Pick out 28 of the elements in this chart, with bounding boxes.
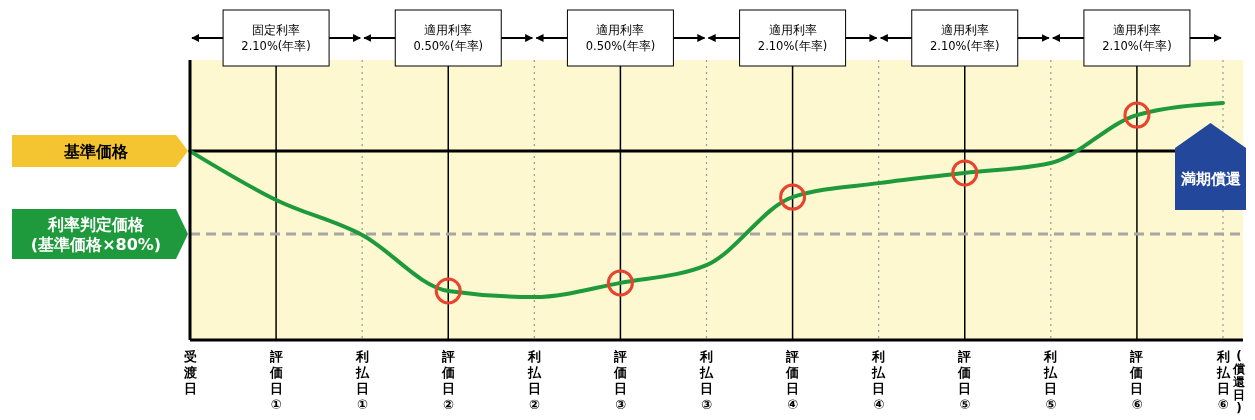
x-tick-label: 利払日① xyxy=(354,349,370,412)
ref-line-label: 基準価格 xyxy=(63,142,129,162)
text: 適用利率 0.50%(年率) xyxy=(585,23,656,53)
annotation: 満期償還 xyxy=(1179,170,1241,188)
x-tick-label: 評価日② xyxy=(440,349,455,412)
x-tick-label: 利払日⑥ xyxy=(1215,349,1231,412)
x-tick-label: 評価日④ xyxy=(785,349,800,412)
text: (償還日) xyxy=(1232,349,1246,415)
text: 適用利率 0.50%(年率) xyxy=(413,23,484,53)
x-tick-label: 評価日① xyxy=(268,349,283,412)
ref-line-label: 利率判定価格 (基準価格×80%) xyxy=(30,215,162,255)
x-tick-label: 評価日⑥ xyxy=(1129,349,1144,412)
text: 固定利率 2.10%(年率) xyxy=(241,23,311,53)
point xyxy=(434,277,462,305)
point xyxy=(779,183,807,211)
x-tick-label: 評価日⑤ xyxy=(957,349,972,412)
text: 適用利率 2.10%(年率) xyxy=(757,23,828,53)
x-tick-label: 利払日⑤ xyxy=(1043,349,1059,412)
text: 適用利率 2.10%(年率) xyxy=(929,23,1000,53)
point xyxy=(951,159,979,187)
x-tick-label: 利払日④ xyxy=(871,349,887,412)
x-tick-label: 受渡日 xyxy=(182,349,197,396)
x-tick-label: 評価日③ xyxy=(612,349,627,412)
x-tick-label: 利払日② xyxy=(526,349,542,412)
x-tick-label: 利払日③ xyxy=(699,349,714,412)
point xyxy=(1123,101,1151,129)
text: 適用利率 2.10%(年率) xyxy=(1102,23,1172,53)
point xyxy=(606,269,634,297)
